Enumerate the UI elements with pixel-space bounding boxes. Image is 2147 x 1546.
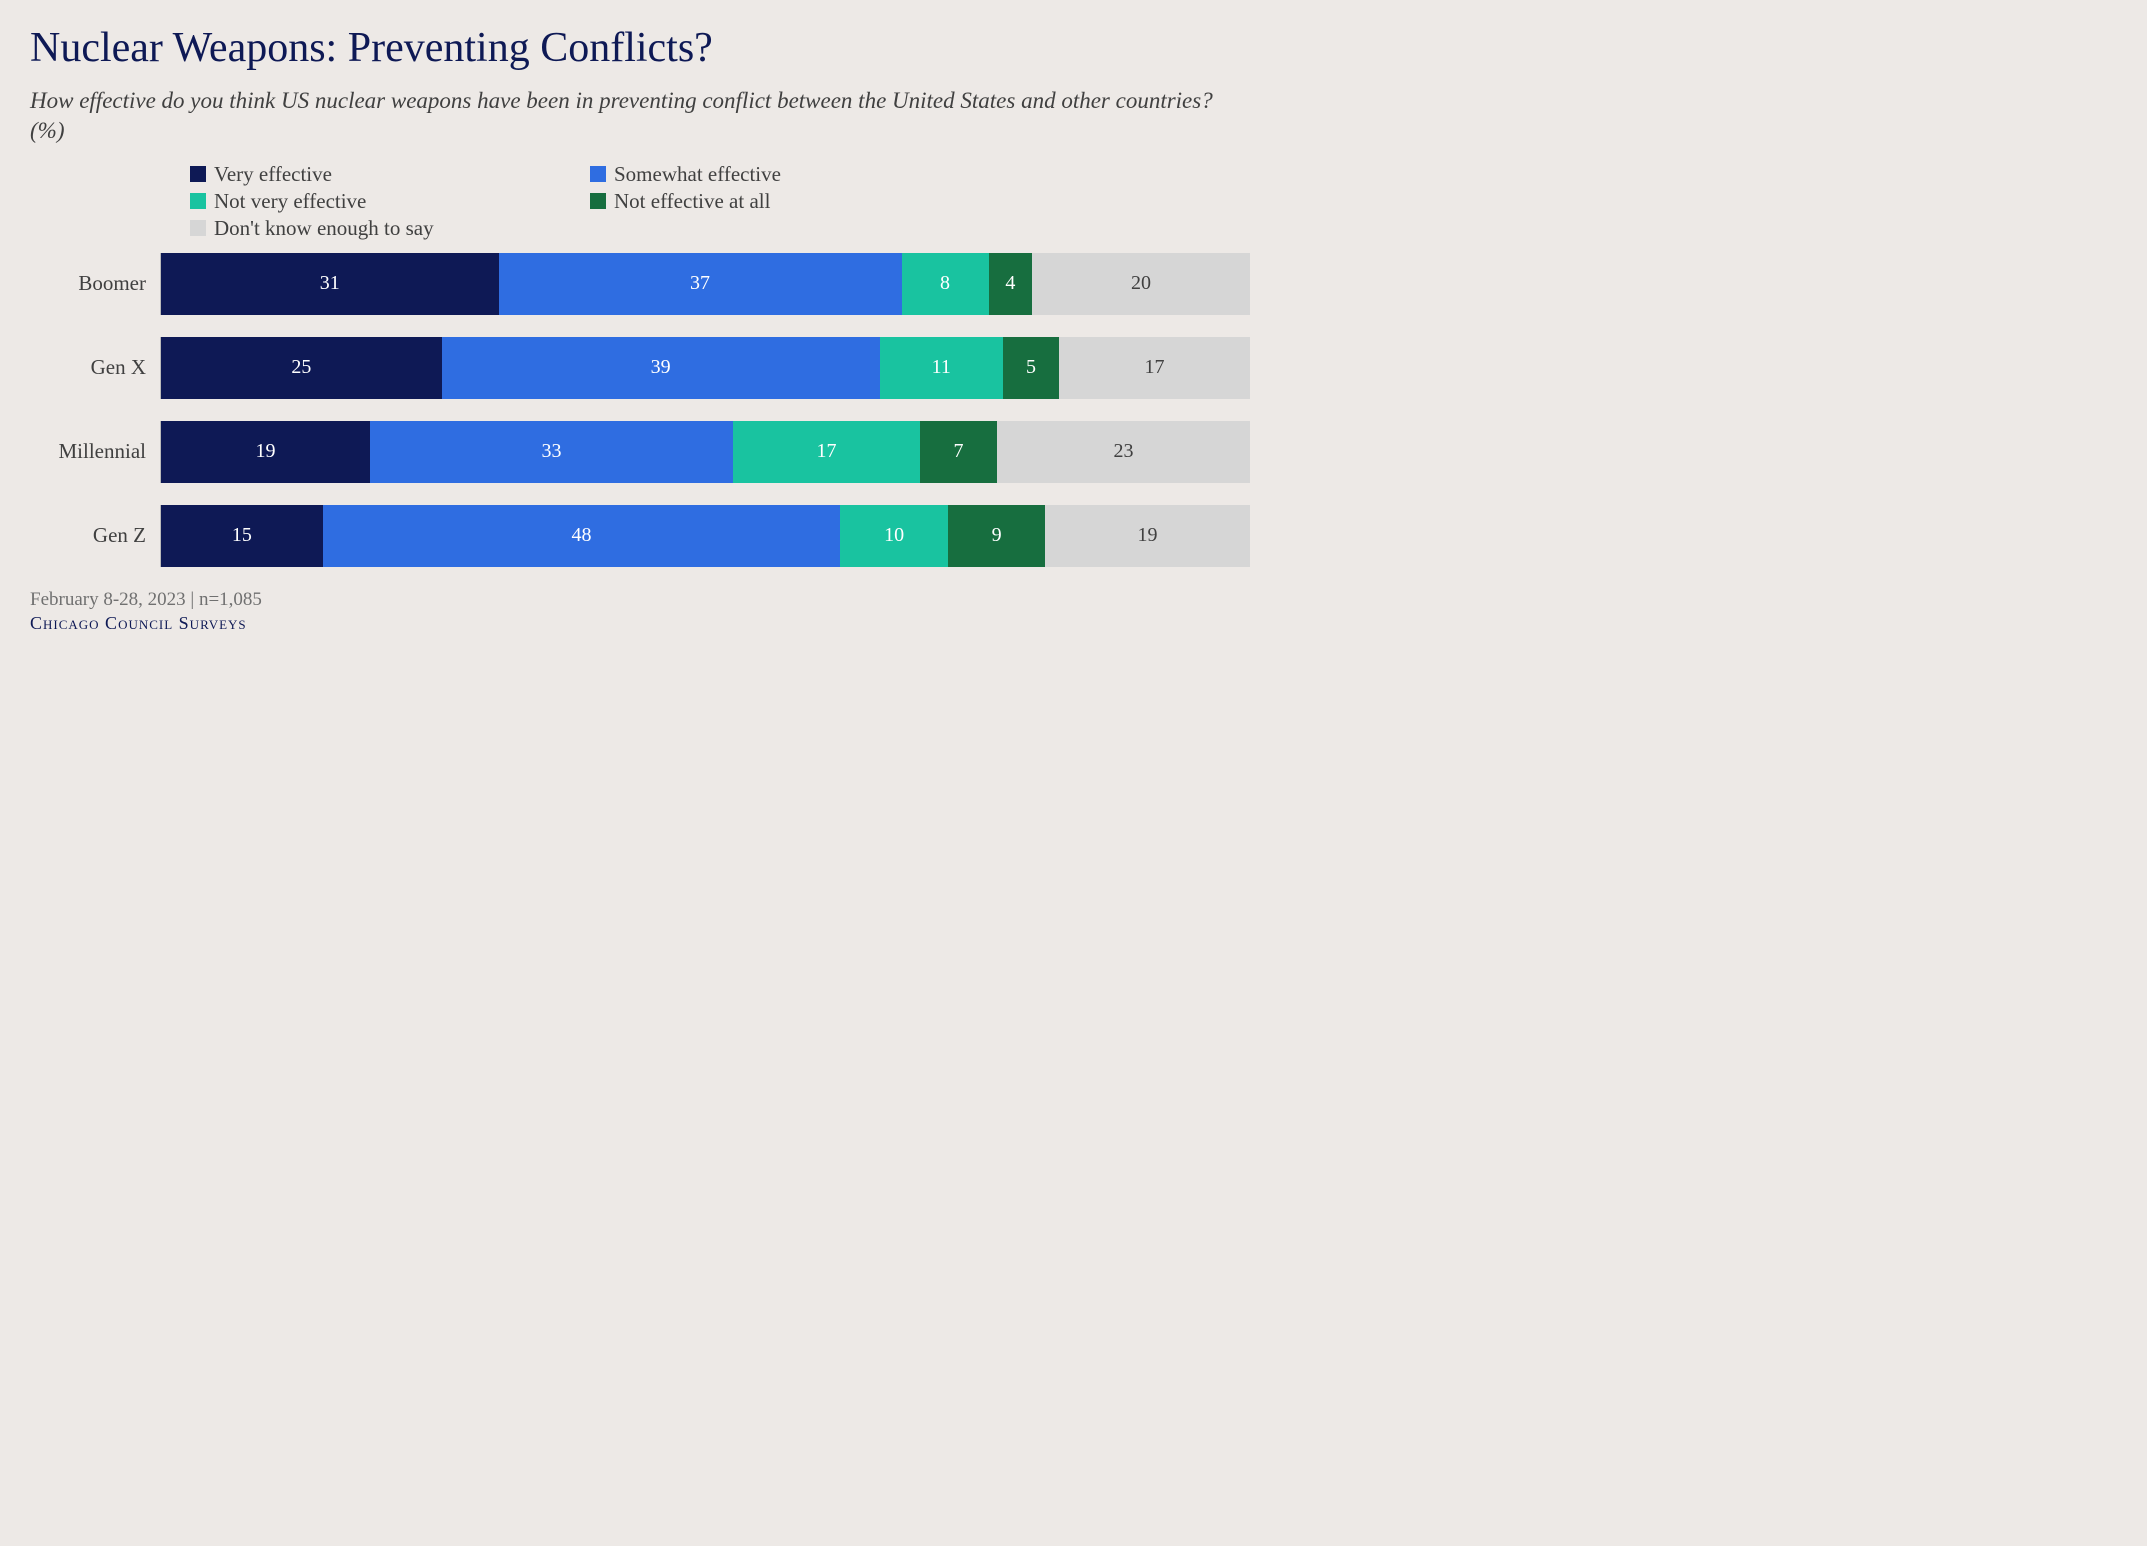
bar-track: 253911517 [160,337,1250,399]
bar-segment: 17 [1059,337,1250,399]
chart-row: Boomer31378420 [30,253,1250,315]
legend-label: Very effective [214,162,332,187]
bar-segment: 20 [1032,253,1250,315]
bar-segment: 37 [499,253,902,315]
bar-segment: 31 [161,253,499,315]
bar-segment: 8 [902,253,989,315]
bar-track: 154810919 [160,505,1250,567]
bar-segment: 17 [733,421,920,483]
legend-swatch [190,166,206,182]
row-label: Gen X [30,355,160,380]
bar-segment: 5 [1003,337,1059,399]
bar-segment: 4 [989,253,1033,315]
legend-swatch [590,166,606,182]
chart-row: Gen X253911517 [30,337,1250,399]
chart-title: Nuclear Weapons: Preventing Conflicts? [30,24,1250,72]
legend-item: Not very effective [190,189,590,214]
stacked-bar-chart: Boomer31378420Gen X253911517Millennial19… [30,253,1250,567]
legend-item: Very effective [190,162,590,187]
bar-segment: 15 [161,505,323,567]
legend-swatch [190,193,206,209]
bar-segment: 10 [840,505,948,567]
legend-label: Not effective at all [614,189,770,214]
bar-track: 31378420 [160,253,1250,315]
bar-segment: 33 [370,421,733,483]
bar-segment: 23 [997,421,1250,483]
legend-item: Somewhat effective [590,162,970,187]
chart-subtitle: How effective do you think US nuclear we… [30,86,1250,146]
legend-label: Not very effective [214,189,366,214]
footer-brand: Chicago Council Surveys [30,613,1250,634]
chart-row: Gen Z154810919 [30,505,1250,567]
legend-swatch [590,193,606,209]
legend-label: Somewhat effective [614,162,781,187]
legend-item: Don't know enough to say [190,216,590,241]
bar-segment: 19 [1045,505,1250,567]
bar-segment: 7 [920,421,997,483]
row-label: Boomer [30,271,160,296]
bar-segment: 39 [442,337,880,399]
bar-segment: 25 [161,337,442,399]
row-label: Millennial [30,439,160,464]
bar-track: 193317723 [160,421,1250,483]
footer-note: February 8-28, 2023 | n=1,085 [30,589,1250,611]
bar-segment: 9 [948,505,1045,567]
chart-row: Millennial193317723 [30,421,1250,483]
bar-segment: 19 [161,421,370,483]
chart-legend: Very effective Somewhat effective Not very… [30,162,1250,243]
bar-segment: 48 [323,505,841,567]
row-label: Gen Z [30,523,160,548]
legend-label: Don't know enough to say [214,216,434,241]
bar-segment: 11 [880,337,1003,399]
legend-swatch [190,220,206,236]
legend-item: Not effective at all [590,189,970,214]
